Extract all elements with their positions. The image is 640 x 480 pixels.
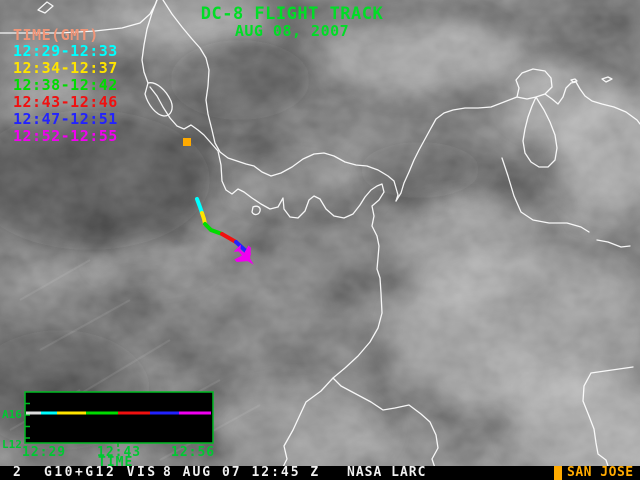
flight-track-segment <box>220 232 238 244</box>
altitude-plot <box>24 391 214 447</box>
y-axis-row: A16 <box>2 407 22 421</box>
legend-entry: 12:52-12:55 <box>13 127 118 145</box>
plot-axis-ticks <box>25 402 119 447</box>
x-tick-label: 12:56 <box>171 445 216 460</box>
image-datetime: 8 AUG 07 12:45 Z <box>163 465 321 480</box>
altitude-plot-frame <box>24 391 214 444</box>
legend-entry: 12:38-12:42 <box>13 76 118 94</box>
legend-entry: 12:34-12:37 <box>13 59 118 77</box>
station-marker-icon <box>554 466 562 480</box>
time-legend: TIME(GMT) 12:29-12:33 12:34-12:37 12:38-12… <box>13 27 118 145</box>
page-date: AUG 08, 2007 <box>234 22 350 40</box>
legend-entry: 12:47-12:51 <box>13 110 118 128</box>
page-title: DC-8 FLIGHT TRACK <box>200 4 384 24</box>
flight-track-segment <box>203 222 224 236</box>
x-tick-label: 12:29 <box>22 445 67 460</box>
title-block: DC-8 FLIGHT TRACK AUG 08, 2007 <box>142 5 442 39</box>
aircraft-icon <box>233 244 254 265</box>
flight-track <box>195 197 254 265</box>
product-label: G10+G12 VIS <box>44 465 158 480</box>
status-bar: 2 G10+G12 VIS 8 AUG 07 12:45 Z NASA LARC… <box>0 466 640 480</box>
legend-entry: 12:29-12:33 <box>13 42 118 60</box>
san-jose-marker <box>183 138 191 146</box>
coastline-layer <box>0 0 640 469</box>
station-label: SAN JOSE <box>567 465 634 480</box>
flight-track-segment <box>234 240 249 254</box>
legend-entry: 12:43-12:46 <box>13 93 118 111</box>
flight-track-segment <box>195 197 204 215</box>
credit-label: NASA LARC <box>347 465 427 480</box>
channel-number: 2 <box>13 465 21 480</box>
legend-heading: TIME(GMT) <box>13 26 99 44</box>
x-tick-label: 12:43 <box>97 445 142 460</box>
legend-rows: 12:29-12:33 12:34-12:37 12:38-12:42 12:43-1… <box>13 43 118 145</box>
y-axis-row: L12 <box>2 438 22 452</box>
